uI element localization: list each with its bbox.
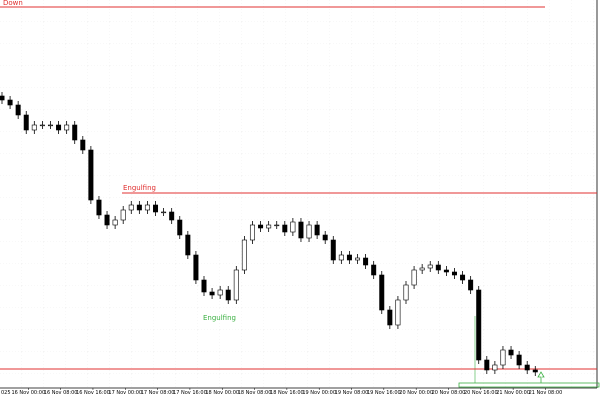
annotation: Engulfing [203, 314, 236, 322]
candle-body [233, 269, 239, 301]
candle-body [241, 239, 247, 271]
candle-body [532, 369, 538, 373]
candle-body [419, 267, 425, 271]
candle-body [185, 234, 191, 256]
x-tick-label: 19 Nov 16:00 [367, 390, 401, 396]
candle-body [258, 224, 264, 229]
candle-body [411, 269, 417, 286]
candle-body [153, 204, 159, 213]
candle-body [282, 224, 288, 233]
candle-body [217, 289, 223, 296]
candle-body [403, 284, 409, 301]
candle-body [104, 214, 110, 226]
candle-body [120, 209, 126, 221]
candle-body [306, 224, 312, 239]
candle-body [31, 124, 37, 131]
candle-body [177, 219, 183, 236]
x-tick-label: 17 Nov 16:00 [173, 390, 207, 396]
candle-body [379, 274, 385, 311]
candle-body [290, 221, 296, 233]
x-tick-label: 20 Nov 16:00 [464, 390, 498, 396]
candle-body [88, 149, 94, 201]
candle-body [492, 364, 498, 371]
candle-body [72, 124, 78, 141]
candle-body [395, 299, 401, 326]
candle-body [15, 104, 21, 116]
candle-body [298, 221, 304, 239]
candle-body [96, 199, 102, 216]
candle-body [524, 364, 530, 371]
candle-body [387, 309, 393, 326]
annotation: Engulfing [123, 184, 156, 192]
candle-body [7, 99, 13, 106]
candle-body [266, 224, 272, 229]
buy-arrow [537, 371, 545, 383]
candle-body [460, 274, 466, 281]
candle-body [322, 234, 328, 241]
candle-body [112, 219, 118, 226]
candle-body [23, 114, 29, 131]
candle-body [476, 289, 482, 361]
candle-body [144, 204, 150, 211]
candle-body [314, 224, 320, 236]
candle-body [427, 264, 433, 269]
candle-body [355, 257, 361, 261]
x-tick-label: 21 Nov 00:00 [496, 390, 530, 396]
x-tick-label: 16 Nov 00:00 [11, 390, 45, 396]
candle-body [274, 224, 280, 227]
x-tick-label: 16 Nov 16:00 [76, 390, 110, 396]
candle-body [128, 204, 134, 211]
candle-body [346, 254, 352, 261]
x-tick-label: 17 Nov 08:00 [141, 390, 175, 396]
candle-body [249, 224, 255, 241]
candle-body [56, 124, 62, 131]
candle-body [516, 354, 522, 366]
candle-body [39, 124, 45, 127]
x-tick-label: 18 Nov 08:00 [238, 390, 272, 396]
candle-body [47, 124, 53, 127]
candle-body [508, 349, 514, 356]
candle-body [80, 139, 86, 151]
annotation: Down [3, 0, 23, 7]
candle-body [225, 289, 231, 301]
candle-body [161, 211, 167, 214]
candle-body [435, 264, 441, 271]
candle-body [209, 291, 215, 296]
x-tick-label: 17 Nov 00:00 [108, 390, 142, 396]
x-tick-label: 21 Nov 08:00 [529, 390, 563, 396]
x-tick-label: 19 Nov 00:00 [302, 390, 336, 396]
x-tick-label: 025 [1, 390, 11, 396]
candle-body [500, 349, 506, 366]
candle-body [201, 279, 207, 293]
candle-body [169, 211, 175, 221]
candle-body [468, 279, 474, 291]
candle-body [64, 124, 70, 131]
x-tick-label: 18 Nov 16:00 [270, 390, 304, 396]
candle-body [371, 264, 377, 276]
x-tick-label: 20 Nov 00:00 [399, 390, 433, 396]
candle-body [443, 269, 449, 273]
candle-body [136, 204, 142, 211]
x-tick-label: 18 Nov 00:00 [205, 390, 239, 396]
candle-body [330, 239, 336, 261]
candle-body [193, 254, 199, 281]
x-tick-label: 19 Nov 08:00 [335, 390, 369, 396]
signal-box [458, 382, 600, 388]
x-tick-label: 20 Nov 08:00 [432, 390, 466, 396]
grid [0, 0, 597, 388]
x-tick-label: 16 Nov 08:00 [44, 390, 78, 396]
candle-body [363, 257, 369, 266]
candle-body [338, 254, 344, 261]
candle-body [484, 359, 490, 371]
candle-body [0, 95, 5, 101]
candle-body [451, 271, 457, 276]
